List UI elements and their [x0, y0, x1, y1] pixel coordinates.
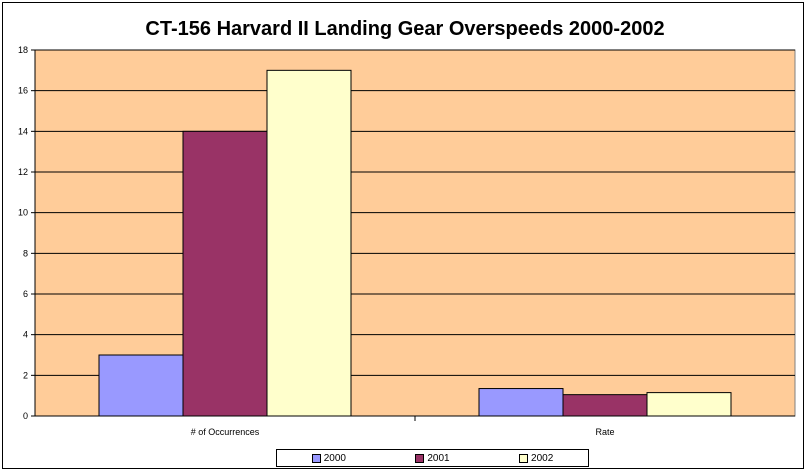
- bar-2002-occurrences: [266, 69, 352, 417]
- chart-title: CT-156 Harvard II Landing Gear Overspeed…: [145, 18, 665, 40]
- legend-label-2000: 2000: [323, 452, 346, 464]
- legend-label-2002: 2002: [531, 452, 554, 464]
- legend-item-2001: 2001: [415, 452, 450, 464]
- y-tick-label: 16: [18, 86, 28, 96]
- legend-label-2001: 2001: [427, 452, 450, 464]
- y-tick-label: 18: [18, 45, 28, 55]
- legend-swatch-2001: [415, 453, 425, 463]
- y-tick-label: 6: [23, 289, 28, 299]
- bar-2000-occurrences: [98, 354, 184, 417]
- legend-item-2000: 2000: [311, 452, 346, 464]
- x-tick-label: # of Occurrences: [191, 427, 260, 437]
- bar-2001-occurrences: [182, 130, 268, 417]
- bar-2001-rate: [562, 394, 648, 417]
- y-tick-label: 14: [18, 126, 28, 136]
- y-tick-label: 8: [23, 248, 28, 258]
- y-tick-label: 2: [23, 370, 28, 380]
- y-tick-label: 4: [23, 330, 28, 340]
- legend-swatch-2000: [311, 453, 321, 463]
- legend: 2000 2001 2002: [276, 449, 589, 467]
- y-tick-label: 12: [18, 167, 28, 177]
- legend-item-2002: 2002: [519, 453, 553, 464]
- y-tick-label: 0: [23, 411, 28, 421]
- legend-swatch-2002: [519, 453, 529, 463]
- bar-2000-rate: [478, 388, 564, 417]
- y-tick-label: 10: [18, 208, 28, 218]
- bar-2002-rate: [646, 392, 732, 417]
- x-tick-label: Rate: [595, 427, 614, 437]
